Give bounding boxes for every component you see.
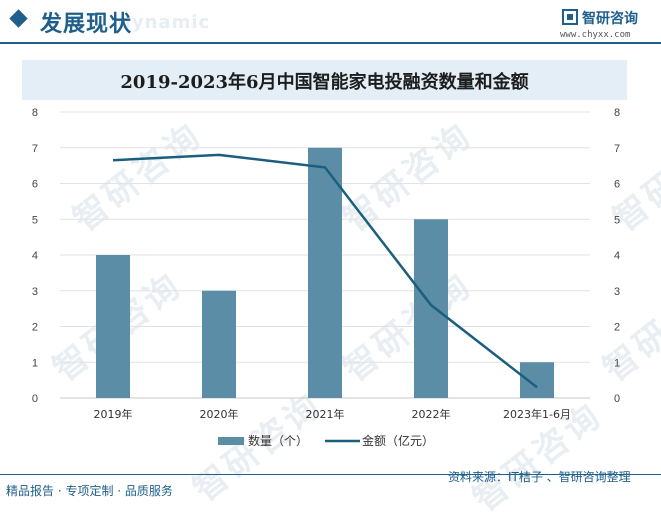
x-tick-label: 2023年1-6月: [503, 407, 571, 421]
y-tick-label: 8: [32, 107, 38, 119]
legend-label-bar: 数量（个）: [248, 433, 308, 448]
x-tick-label: 2019年: [94, 407, 133, 421]
y2-tick-label: 7: [614, 143, 620, 155]
y2-tick-label: 6: [614, 179, 620, 191]
y-tick-label: 2: [32, 322, 38, 334]
y-tick-label: 1: [32, 357, 38, 369]
x-tick-label: 2022年: [412, 407, 451, 421]
y-tick-label: 0: [32, 393, 38, 405]
legend-swatch-bar: [218, 437, 244, 445]
y2-tick-label: 5: [614, 214, 620, 226]
y-tick-label: 3: [32, 286, 38, 298]
legend-label-line: 金额（亿元）: [362, 433, 434, 448]
y2-tick-label: 2: [614, 322, 620, 334]
y-tick-label: 6: [32, 179, 38, 191]
y-tick-label: 4: [32, 250, 38, 262]
bar: [414, 219, 448, 398]
source-note: 资料来源：IT桔子 、智研咨询整理: [448, 468, 631, 485]
y-tick-label: 7: [32, 143, 38, 155]
bar: [96, 255, 130, 398]
combo-chart: 0 1 2 3 4 5 6 7 8 0 1 2 3 4 5 6 7 8 2019年 2020年 2021年 2022年 20…: [0, 0, 661, 470]
y2-tick-label: 4: [614, 250, 620, 262]
y2-tick-label: 0: [614, 393, 620, 405]
y2-tick-label: 8: [614, 107, 620, 119]
bar: [308, 148, 342, 398]
y2-tick-label: 3: [614, 286, 620, 298]
footer-slogan: 精品报告 · 专项定制 · 品质服务: [6, 482, 173, 499]
y-tick-label: 5: [32, 214, 38, 226]
x-tick-label: 2020年: [200, 407, 239, 421]
x-tick-label: 2021年: [306, 407, 345, 421]
bar: [520, 362, 554, 398]
bar: [202, 291, 236, 398]
y2-tick-label: 1: [614, 357, 620, 369]
